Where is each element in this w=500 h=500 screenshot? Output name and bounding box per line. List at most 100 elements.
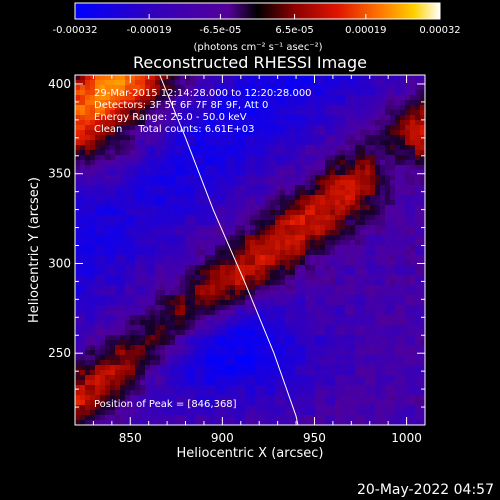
heatmap-cell xyxy=(335,110,341,116)
heatmap-cell xyxy=(175,325,181,331)
heatmap-cell xyxy=(325,285,331,291)
heatmap-cell xyxy=(380,305,386,311)
heatmap-cell xyxy=(360,80,366,86)
heatmap-cell xyxy=(350,170,356,176)
heatmap-cell xyxy=(345,195,351,201)
heatmap-cell xyxy=(95,115,101,121)
heatmap-cell xyxy=(350,370,356,376)
heatmap-cell xyxy=(150,305,156,311)
heatmap-cell xyxy=(315,420,321,425)
heatmap-cell xyxy=(400,330,406,336)
heatmap-cell xyxy=(285,315,291,321)
heatmap-cell xyxy=(275,315,281,321)
heatmap-cell xyxy=(370,325,376,331)
heatmap-cell xyxy=(400,265,406,271)
heatmap-cell xyxy=(415,365,421,371)
heatmap-cell xyxy=(120,260,126,266)
heatmap-cell xyxy=(120,165,126,171)
heatmap-cell xyxy=(260,200,266,206)
heatmap-cell xyxy=(285,235,291,241)
heatmap-cell xyxy=(385,360,391,366)
heatmap-cell xyxy=(145,325,151,331)
heatmap-cell xyxy=(120,145,126,151)
heatmap-cell xyxy=(335,320,341,326)
heatmap-cell xyxy=(170,150,176,156)
heatmap-cell xyxy=(215,125,221,131)
heatmap-cell xyxy=(85,375,91,381)
heatmap-cell xyxy=(105,405,111,411)
heatmap-cell xyxy=(285,100,291,106)
heatmap-cell xyxy=(230,280,236,286)
heatmap-cell xyxy=(280,295,286,301)
heatmap-cell xyxy=(260,150,266,156)
heatmap-cell xyxy=(380,405,386,411)
heatmap-cell xyxy=(320,230,326,236)
heatmap-cell xyxy=(210,355,216,361)
heatmap-cell xyxy=(240,260,246,266)
heatmap-cell xyxy=(75,115,81,121)
heatmap-cell xyxy=(380,235,386,241)
heatmap-cell xyxy=(275,405,281,411)
heatmap-cell xyxy=(230,290,236,296)
heatmap-cell xyxy=(290,245,296,251)
heatmap-cell xyxy=(360,385,366,391)
heatmap-cell xyxy=(285,135,291,141)
heatmap-cell xyxy=(205,165,211,171)
heatmap-cell xyxy=(195,195,201,201)
heatmap-cell xyxy=(200,145,206,151)
heatmap-cell xyxy=(190,365,196,371)
heatmap-cell xyxy=(120,140,126,146)
heatmap-cell xyxy=(395,395,401,401)
heatmap-cell xyxy=(125,375,131,381)
heatmap-cell xyxy=(390,80,396,86)
heatmap-cell xyxy=(300,210,306,216)
heatmap-cell xyxy=(225,170,231,176)
heatmap-cell xyxy=(90,335,96,341)
heatmap-cell xyxy=(260,145,266,151)
heatmap-cell xyxy=(420,365,425,371)
heatmap-cell xyxy=(160,165,166,171)
heatmap-cell xyxy=(210,390,216,396)
heatmap-cell xyxy=(150,150,156,156)
heatmap-cell xyxy=(190,145,196,151)
heatmap-cell xyxy=(255,170,261,176)
heatmap-cell xyxy=(140,420,146,425)
heatmap-cell xyxy=(395,185,401,191)
heatmap-cell xyxy=(170,175,176,181)
heatmap-cell xyxy=(345,215,351,221)
heatmap-cell xyxy=(370,255,376,261)
heatmap-cell xyxy=(180,365,186,371)
heatmap-cell xyxy=(370,270,376,276)
heatmap-cell xyxy=(340,420,346,425)
heatmap-cell xyxy=(155,290,161,296)
heatmap-cell xyxy=(185,275,191,281)
heatmap-cell xyxy=(415,240,421,246)
heatmap-cell xyxy=(385,90,391,96)
heatmap-cell xyxy=(335,310,341,316)
heatmap-cell xyxy=(325,385,331,391)
heatmap-cell xyxy=(175,105,181,111)
heatmap-cell xyxy=(275,210,281,216)
heatmap-cell xyxy=(140,275,146,281)
heatmap-cell xyxy=(125,410,131,416)
heatmap-cell xyxy=(350,85,356,91)
heatmap-cell xyxy=(80,265,86,271)
heatmap-cell xyxy=(135,280,141,286)
heatmap-cell xyxy=(160,245,166,251)
heatmap-cell xyxy=(135,375,141,381)
heatmap-cell xyxy=(110,130,116,136)
heatmap-cell xyxy=(265,225,271,231)
heatmap-cell xyxy=(375,305,381,311)
heatmap-cell xyxy=(230,355,236,361)
heatmap-cell xyxy=(185,150,191,156)
heatmap-cell xyxy=(245,380,251,386)
heatmap-cell xyxy=(395,120,401,126)
heatmap-cell xyxy=(180,220,186,226)
heatmap-cell xyxy=(420,145,425,151)
heatmap-cell xyxy=(385,255,391,261)
heatmap-cell xyxy=(420,120,425,126)
heatmap-cell xyxy=(310,270,316,276)
heatmap-cell xyxy=(225,135,231,141)
heatmap-cell xyxy=(400,205,406,211)
heatmap-cell xyxy=(85,200,91,206)
